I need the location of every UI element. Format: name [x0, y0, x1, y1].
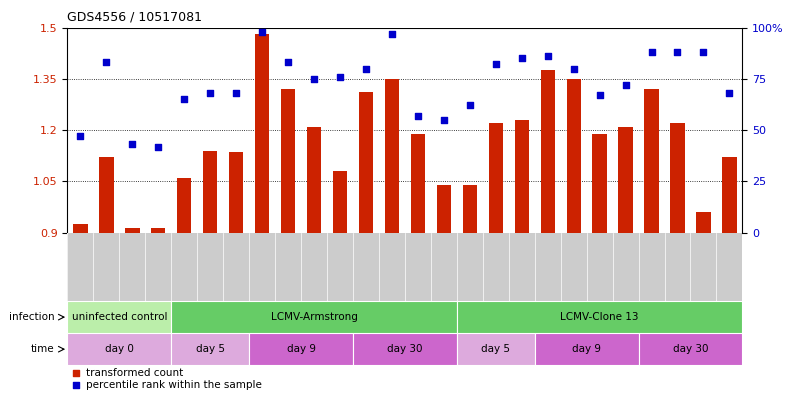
Text: day 9: day 9 [572, 344, 601, 354]
Bar [99, 158, 114, 233]
Point [437, 117, 450, 123]
Point [308, 76, 321, 82]
Point [126, 141, 139, 148]
Bar [670, 123, 684, 233]
Bar [723, 158, 737, 233]
Bar [203, 151, 218, 233]
Bar [645, 89, 659, 233]
Point [489, 61, 502, 68]
Point [333, 73, 346, 80]
Text: day 5: day 5 [481, 344, 511, 354]
Point [386, 31, 399, 37]
Bar [463, 185, 477, 233]
Bar [592, 134, 607, 233]
Bar [229, 152, 243, 233]
Text: uninfected control: uninfected control [71, 312, 168, 322]
Point [472, 305, 485, 312]
Text: infection: infection [9, 312, 55, 322]
Point [567, 65, 580, 72]
Bar [151, 228, 165, 233]
Bar [73, 224, 87, 233]
Point [671, 49, 684, 55]
Bar [696, 212, 711, 233]
Bar [67, 301, 172, 333]
Bar [410, 134, 425, 233]
Bar [255, 34, 269, 233]
Text: GDS4556 / 10517081: GDS4556 / 10517081 [67, 11, 202, 24]
Point [723, 90, 736, 96]
Bar [67, 333, 172, 365]
Bar [534, 333, 638, 365]
Bar [333, 171, 347, 233]
Text: LCMV-Armstrong: LCMV-Armstrong [271, 312, 357, 322]
Text: day 9: day 9 [287, 344, 315, 354]
Bar [541, 70, 555, 233]
Bar [567, 79, 580, 233]
Bar [457, 333, 534, 365]
Point [619, 82, 632, 88]
Bar [125, 228, 140, 233]
Bar [619, 127, 633, 233]
Bar [177, 178, 191, 233]
Point [697, 49, 710, 55]
Point [542, 53, 554, 59]
Bar [307, 127, 322, 233]
Point [593, 92, 606, 98]
Bar [281, 89, 295, 233]
Bar [488, 123, 503, 233]
Bar [638, 333, 742, 365]
Point [100, 59, 113, 66]
Text: day 30: day 30 [673, 344, 708, 354]
Point [74, 133, 87, 140]
Bar [353, 333, 457, 365]
Point [178, 96, 191, 103]
Point [515, 55, 528, 61]
Text: LCMV-Clone 13: LCMV-Clone 13 [561, 312, 639, 322]
Point [256, 28, 268, 35]
Point [282, 59, 295, 66]
Bar [172, 333, 249, 365]
Text: day 5: day 5 [196, 344, 225, 354]
Bar [249, 333, 353, 365]
Point [472, 194, 485, 200]
Bar [515, 120, 529, 233]
Bar [437, 185, 451, 233]
Point [204, 90, 217, 96]
Point [646, 49, 658, 55]
Bar [359, 92, 373, 233]
Point [152, 143, 164, 150]
Bar [457, 301, 742, 333]
Text: transformed count: transformed count [87, 368, 183, 378]
Point [230, 90, 243, 96]
Text: day 30: day 30 [387, 344, 422, 354]
Bar [385, 79, 399, 233]
Bar [172, 301, 457, 333]
Point [464, 102, 476, 108]
Text: time: time [31, 344, 55, 354]
Text: percentile rank within the sample: percentile rank within the sample [87, 380, 262, 390]
Point [411, 113, 424, 119]
Point [360, 65, 372, 72]
Text: day 0: day 0 [105, 344, 134, 354]
